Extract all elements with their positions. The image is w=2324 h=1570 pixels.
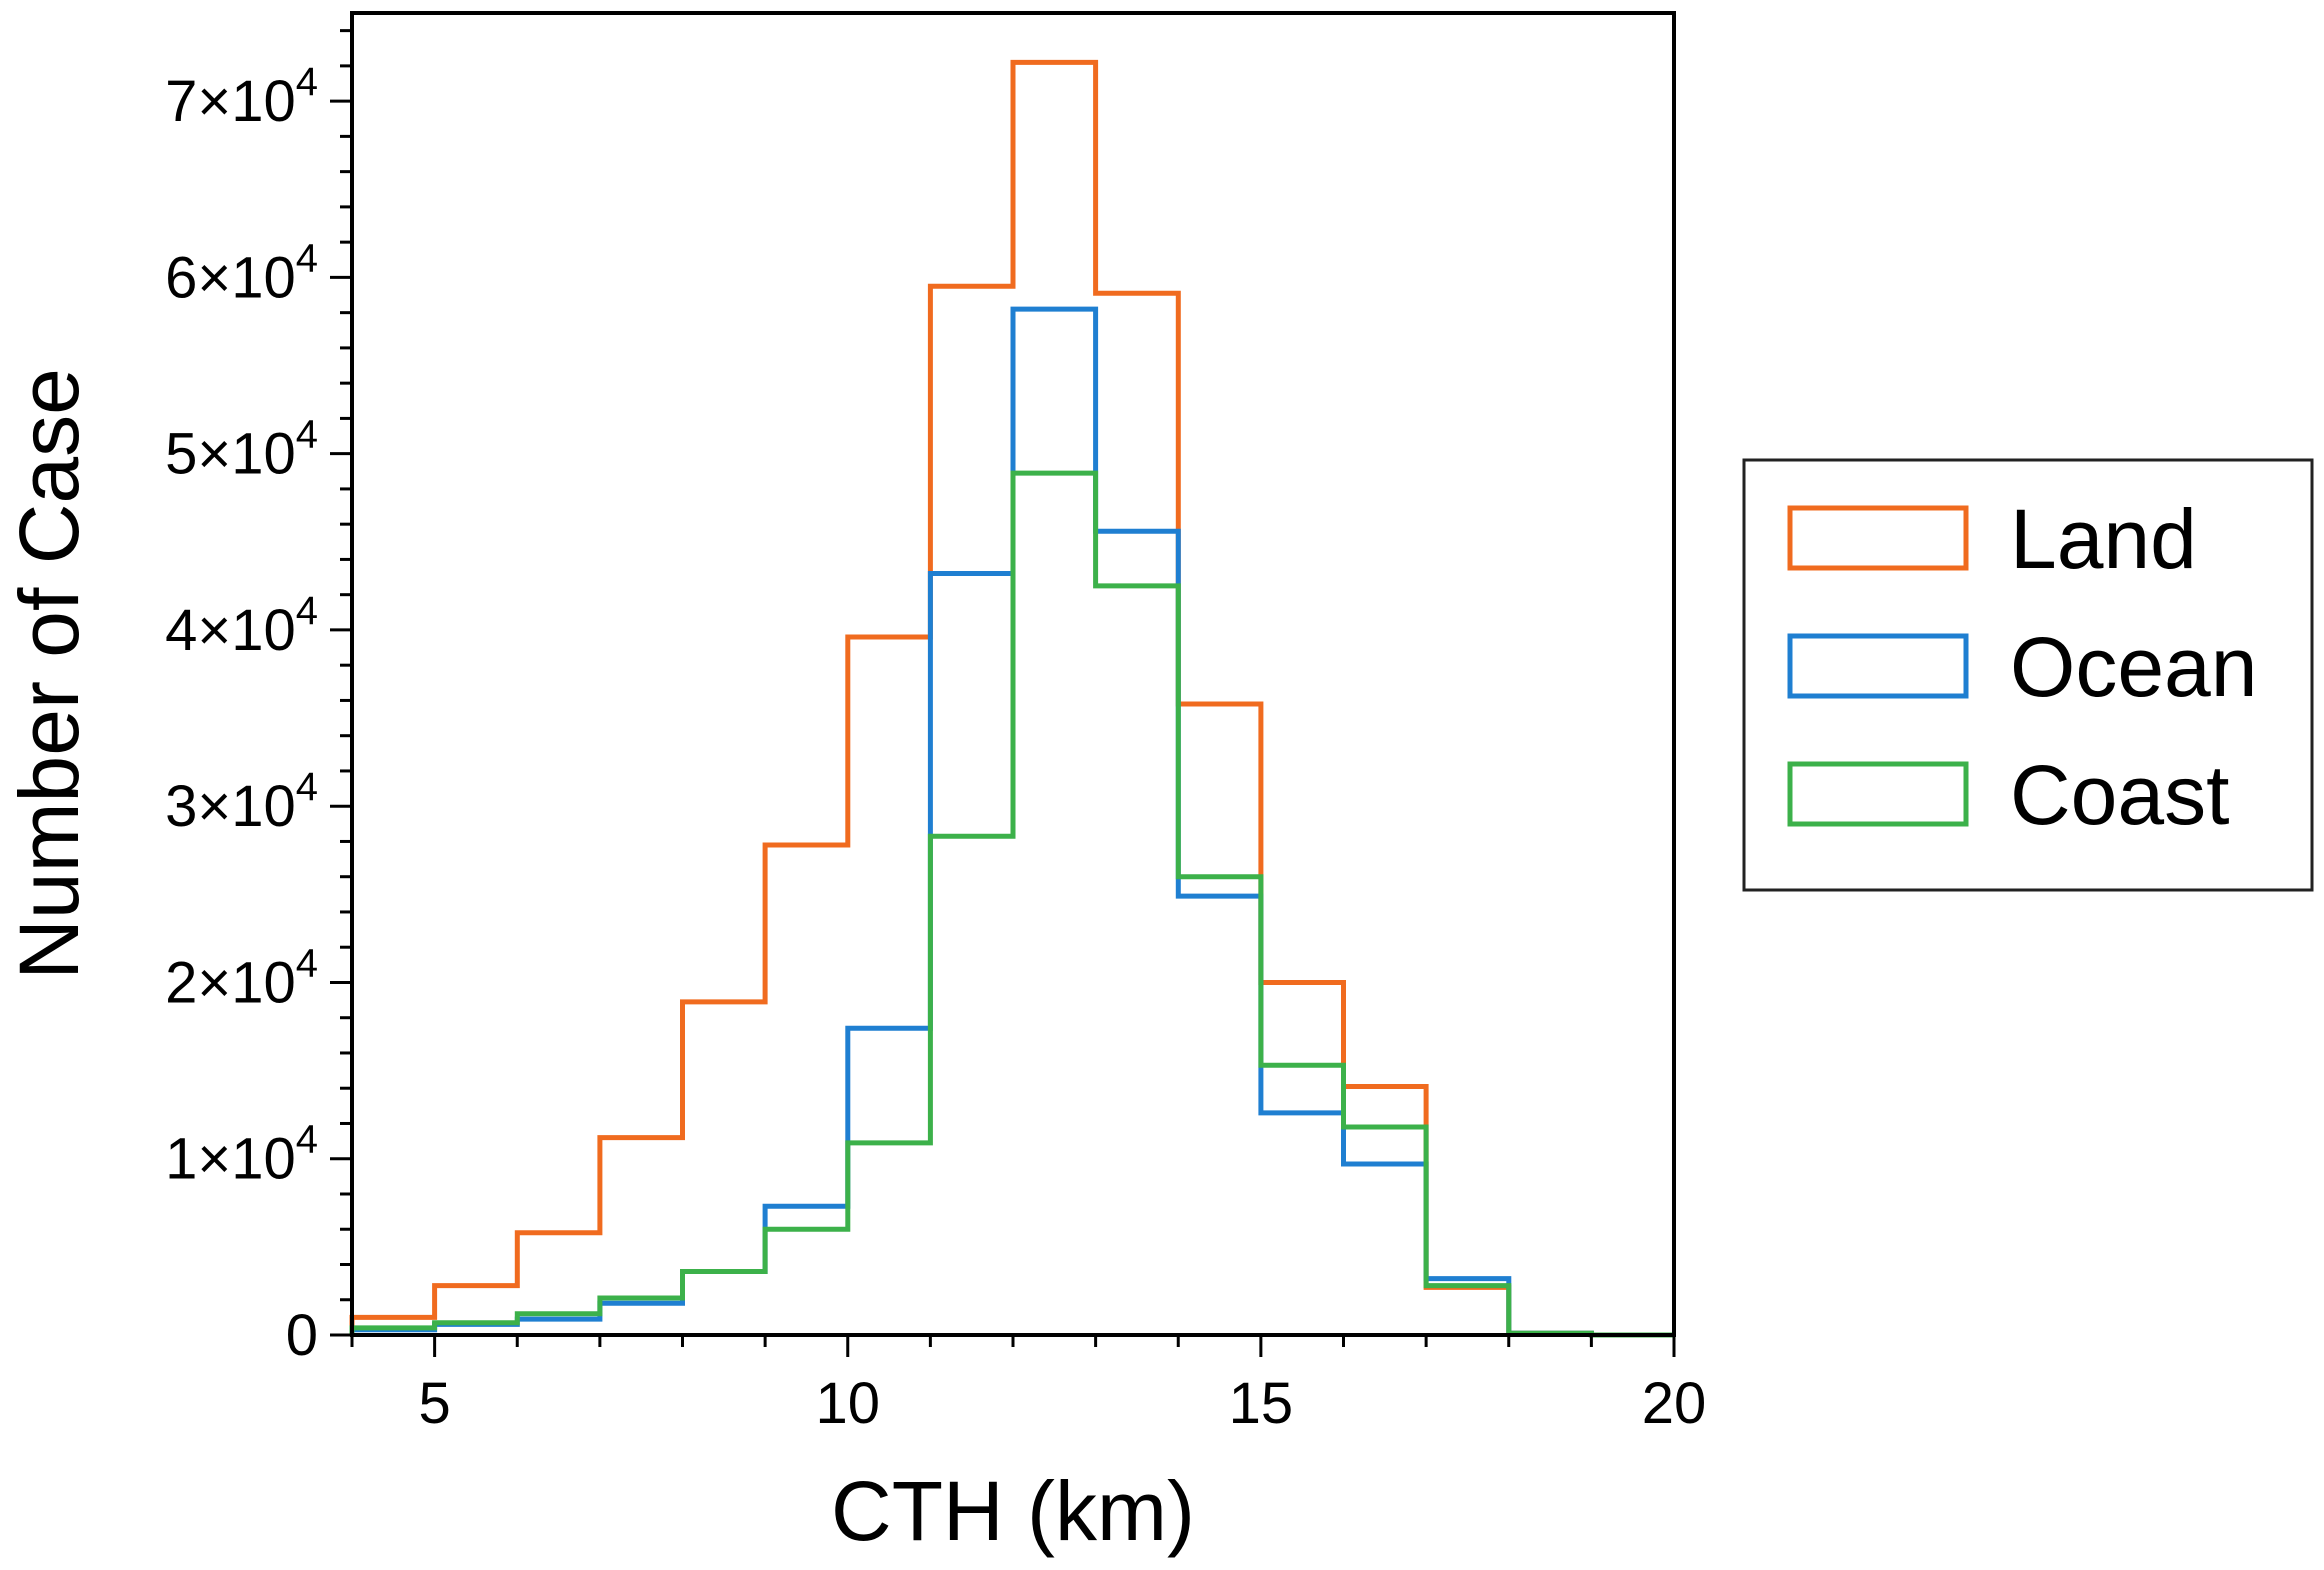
legend-label-coast: Coast bbox=[2010, 748, 2229, 842]
legend-label-land: Land bbox=[2010, 492, 2197, 586]
y-tick-label: 7×104 bbox=[165, 60, 318, 134]
x-tick-label: 15 bbox=[1229, 1371, 1294, 1436]
legend: Land Ocean Coast bbox=[1742, 458, 2314, 892]
y-tick-label: 3×104 bbox=[165, 765, 318, 839]
y-tick-label: 2×104 bbox=[165, 941, 318, 1015]
legend-swatch-land bbox=[1787, 505, 1969, 571]
series-group bbox=[349, 59, 1674, 1338]
y-tick-label: 1×104 bbox=[165, 1118, 318, 1192]
axis-tick-labels: 5 10 15 20 0 1×104 2×104 3×104 4×104 5×104 6×104 7×… bbox=[165, 60, 1706, 1436]
x-axis-title: CTH (km) bbox=[831, 1464, 1195, 1558]
legend-swatch-coast bbox=[1787, 761, 1969, 827]
y-tick-label: 4×104 bbox=[165, 589, 318, 663]
legend-label-ocean: Ocean bbox=[2010, 620, 2258, 714]
y-tick-label: 0 bbox=[286, 1303, 318, 1368]
series-coast-line bbox=[349, 470, 1674, 1338]
x-tick-label: 5 bbox=[418, 1371, 450, 1436]
y-tick-label: 5×104 bbox=[165, 413, 318, 487]
legend-entries: Land Ocean Coast bbox=[1787, 492, 2258, 842]
y-axis-title: Number of Case bbox=[2, 368, 96, 980]
legend-frame bbox=[1742, 458, 2314, 892]
x-tick-label: 10 bbox=[815, 1371, 880, 1436]
y-tick-label: 6×104 bbox=[165, 236, 318, 310]
legend-swatch-ocean bbox=[1787, 633, 1969, 699]
axis-ticks bbox=[330, 29, 1676, 1357]
x-tick-label: 20 bbox=[1642, 1371, 1707, 1436]
